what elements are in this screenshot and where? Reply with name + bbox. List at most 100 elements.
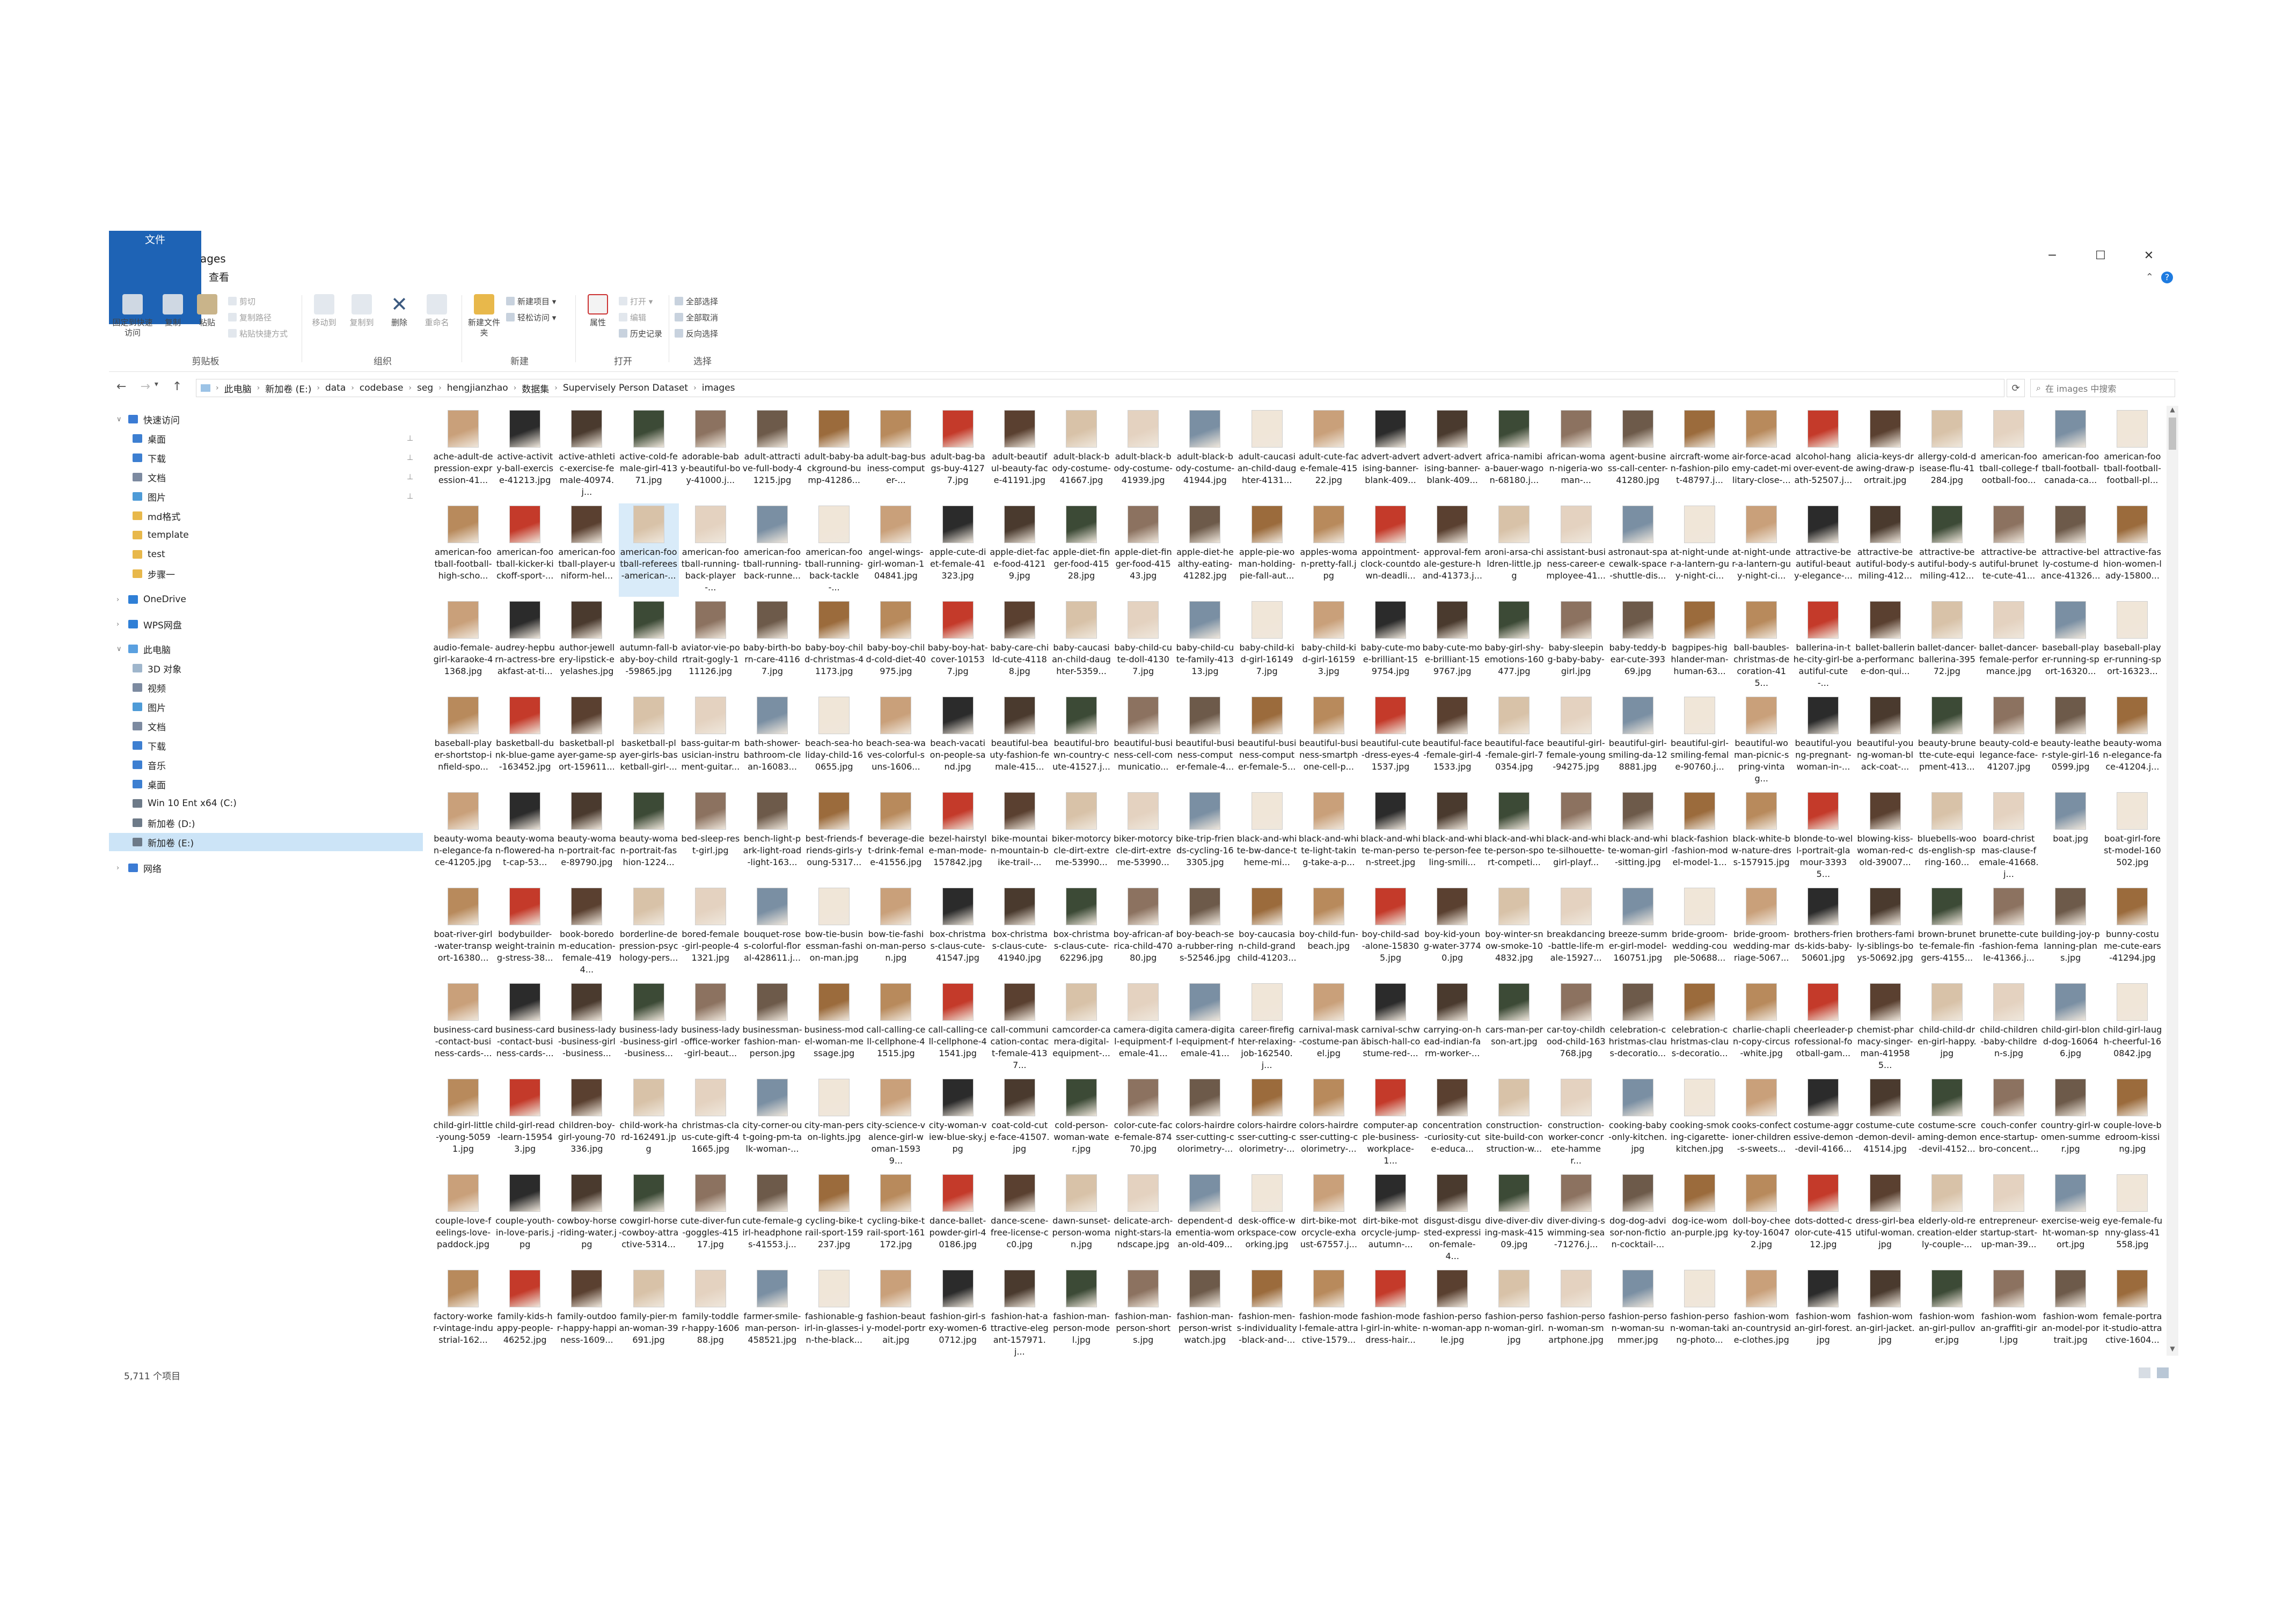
file-item[interactable]: allergy-cold-disease-flu-41284.jpg: [1917, 408, 1977, 501]
image-thumbnail[interactable]: [1437, 410, 1468, 448]
nav-pc-item[interactable]: 音乐: [133, 756, 166, 774]
file-item[interactable]: child-girl-blond-dog-160646.jpg: [2040, 981, 2101, 1074]
file-item[interactable]: apple-diet-finger-food-41528.jpg: [1051, 503, 1111, 597]
file-item[interactable]: adult-caucasian-child-daughter-4131...: [1237, 408, 1297, 501]
image-thumbnail[interactable]: [1004, 983, 1035, 1021]
path-separator-chevron-icon[interactable]: ›: [513, 384, 517, 392]
file-item[interactable]: child-girl-read-learn-159543.jpg: [495, 1077, 555, 1170]
paste-button[interactable]: 粘贴: [188, 294, 226, 328]
image-thumbnail[interactable]: [1869, 1174, 1901, 1212]
file-item[interactable]: advert-advertising-banner-blank-409...: [1422, 408, 1482, 501]
image-thumbnail[interactable]: [1189, 1079, 1221, 1116]
file-item[interactable]: baby-boy-child-cold-diet-40975.jpg: [866, 599, 926, 692]
image-thumbnail[interactable]: [1128, 888, 1159, 925]
file-item[interactable]: air-force-academy-cadet-military-close-.…: [1731, 408, 1791, 501]
file-item[interactable]: black-and-white-person-feeling-smili...: [1422, 790, 1482, 883]
image-thumbnail[interactable]: [1746, 506, 1777, 543]
image-thumbnail[interactable]: [1622, 1174, 1653, 1212]
image-thumbnail[interactable]: [1189, 506, 1221, 543]
image-thumbnail[interactable]: [448, 410, 479, 448]
nav-quick-item[interactable]: 桌面 ⊥: [133, 429, 413, 448]
file-item[interactable]: brothers-family-siblings-boys-50692.jpg: [1855, 886, 1915, 979]
image-thumbnail[interactable]: [1869, 410, 1901, 448]
image-thumbnail[interactable]: [1128, 1174, 1159, 1212]
image-thumbnail[interactable]: [880, 888, 912, 925]
file-item[interactable]: bunny-costume-cute-ears-41294.jpg: [2102, 886, 2162, 979]
image-thumbnail[interactable]: [1684, 1174, 1715, 1212]
file-item[interactable]: boat-river-girl-water-transport-16380...: [433, 886, 493, 979]
file-item[interactable]: brown-brunette-female-fingers-4155...: [1917, 886, 1977, 979]
image-thumbnail[interactable]: [1004, 888, 1035, 925]
history-button[interactable]: 历史记录: [619, 327, 662, 339]
file-item[interactable]: couple-youth-in-love-paris.jpg: [495, 1172, 555, 1265]
file-item[interactable]: beauty-woman-flowered-hat-cap-53...: [495, 790, 555, 883]
breadcrumb-item[interactable]: 此电脑: [224, 384, 252, 395]
file-item[interactable]: bench-light-park-light-road-light-163...: [742, 790, 802, 883]
image-thumbnail[interactable]: [2055, 1174, 2087, 1212]
file-item[interactable]: doll-boy-cheeky-toy-160472.jpg: [1731, 1172, 1791, 1265]
file-item[interactable]: approval-female-gesture-hand-41373.j...: [1422, 503, 1482, 597]
image-thumbnail[interactable]: [1437, 792, 1468, 830]
file-item[interactable]: cowboy-horse-riding-water.jpg: [557, 1172, 617, 1265]
path-separator-chevron-icon[interactable]: ›: [554, 384, 558, 392]
image-thumbnail[interactable]: [1993, 506, 2024, 543]
file-item[interactable]: colors-hairdresser-cutting-colorimetry-.…: [1237, 1077, 1297, 1170]
file-item[interactable]: city-woman-view-blue-sky.jpg: [928, 1077, 988, 1170]
file-item[interactable]: colors-hairdresser-cutting-colorimetry-.…: [1299, 1077, 1359, 1170]
file-item[interactable]: aroni-arsa-children-little.jpg: [1484, 503, 1544, 597]
file-item[interactable]: farmer-smile-man-person-458521.jpg: [742, 1268, 802, 1361]
image-thumbnail[interactable]: [757, 888, 788, 925]
image-thumbnail[interactable]: [1189, 792, 1221, 830]
image-thumbnail[interactable]: [1684, 983, 1715, 1021]
file-item[interactable]: at-night-under-a-lantern-guy-night-ci...: [1731, 503, 1791, 597]
image-thumbnail[interactable]: [942, 410, 974, 448]
image-thumbnail[interactable]: [1931, 1079, 1963, 1116]
image-thumbnail[interactable]: [571, 1079, 603, 1116]
file-item[interactable]: apple-diet-healthy-eating-41282.jpg: [1175, 503, 1235, 597]
refresh-button[interactable]: ⟳: [2007, 379, 2025, 397]
file-item[interactable]: american-football-referees-american-...: [618, 503, 679, 597]
image-thumbnail[interactable]: [509, 1079, 541, 1116]
image-thumbnail[interactable]: [1437, 506, 1468, 543]
file-item[interactable]: beach-vacation-people-sand.jpg: [928, 694, 988, 788]
image-thumbnail[interactable]: [1375, 410, 1406, 448]
image-thumbnail[interactable]: [1746, 601, 1777, 639]
file-item[interactable]: dirt-bike-motorcycle-jump-autumn-...: [1360, 1172, 1421, 1265]
file-item[interactable]: beautiful-woman-picnic-spring-vintag...: [1731, 694, 1791, 788]
image-thumbnail[interactable]: [1251, 697, 1283, 734]
file-item[interactable]: ballet-ballerina-performance-don-qui...: [1855, 599, 1915, 692]
breadcrumb-item[interactable]: 数据集: [522, 384, 550, 395]
image-thumbnail[interactable]: [1437, 697, 1468, 734]
file-item[interactable]: american-football-running-back-player-..…: [680, 503, 741, 597]
file-item[interactable]: autumn-fall-baby-boy-child-59865.jpg: [619, 599, 679, 692]
image-thumbnail[interactable]: [1066, 1270, 1097, 1307]
file-item[interactable]: camera-digital-equipment-female-41...: [1113, 981, 1173, 1074]
file-item[interactable]: carnival-mask-costume-panel.jpg: [1299, 981, 1359, 1074]
file-item[interactable]: couch-conference-startup-bro-concent...: [1979, 1077, 2039, 1170]
file-item[interactable]: cooking-smoking-cigarette-kitchen.jpg: [1670, 1077, 1730, 1170]
file-item[interactable]: american-football-football-canada-ca...: [2040, 408, 2101, 501]
file-item[interactable]: alcohol-hangover-event-death-52507.j...: [1793, 408, 1853, 501]
image-thumbnail[interactable]: [1498, 697, 1530, 734]
file-item[interactable]: beautiful-business-computer-female-5...: [1237, 694, 1297, 788]
image-thumbnail[interactable]: [1560, 792, 1592, 830]
file-item[interactable]: baby-child-kid-girl-161593.jpg: [1299, 599, 1359, 692]
file-item[interactable]: fashion-person-woman-taking-photo...: [1670, 1268, 1730, 1361]
image-thumbnail[interactable]: [1622, 888, 1653, 925]
file-item[interactable]: child-girl-little-young-50591.jpg: [433, 1077, 493, 1170]
image-thumbnail[interactable]: [571, 506, 603, 543]
file-item[interactable]: attractive-belly-costume-dance-41326...: [2040, 503, 2101, 597]
file-item[interactable]: couple-love-feelings-love-paddock.jpg: [433, 1172, 493, 1265]
image-thumbnail[interactable]: [1808, 506, 1839, 543]
image-thumbnail[interactable]: [1313, 506, 1344, 543]
file-item[interactable]: american-football-football-football-pl..…: [2102, 408, 2162, 501]
file-item[interactable]: fashion-woman-model-portrait.jpg: [2040, 1268, 2101, 1361]
delete-button[interactable]: ✕ 删除: [381, 294, 418, 328]
image-thumbnail[interactable]: [1993, 1270, 2024, 1307]
nav-quick-item[interactable]: 下载 ⊥: [133, 449, 413, 467]
image-thumbnail[interactable]: [1746, 888, 1777, 925]
file-item[interactable]: diver-diving-swimming-sea-71276.j...: [1546, 1172, 1606, 1265]
file-item[interactable]: active-activity-ball-exercise-41213.jpg: [495, 408, 555, 501]
file-item[interactable]: cars-man-person-art.jpg: [1484, 981, 1544, 1074]
image-thumbnail[interactable]: [1313, 601, 1344, 639]
